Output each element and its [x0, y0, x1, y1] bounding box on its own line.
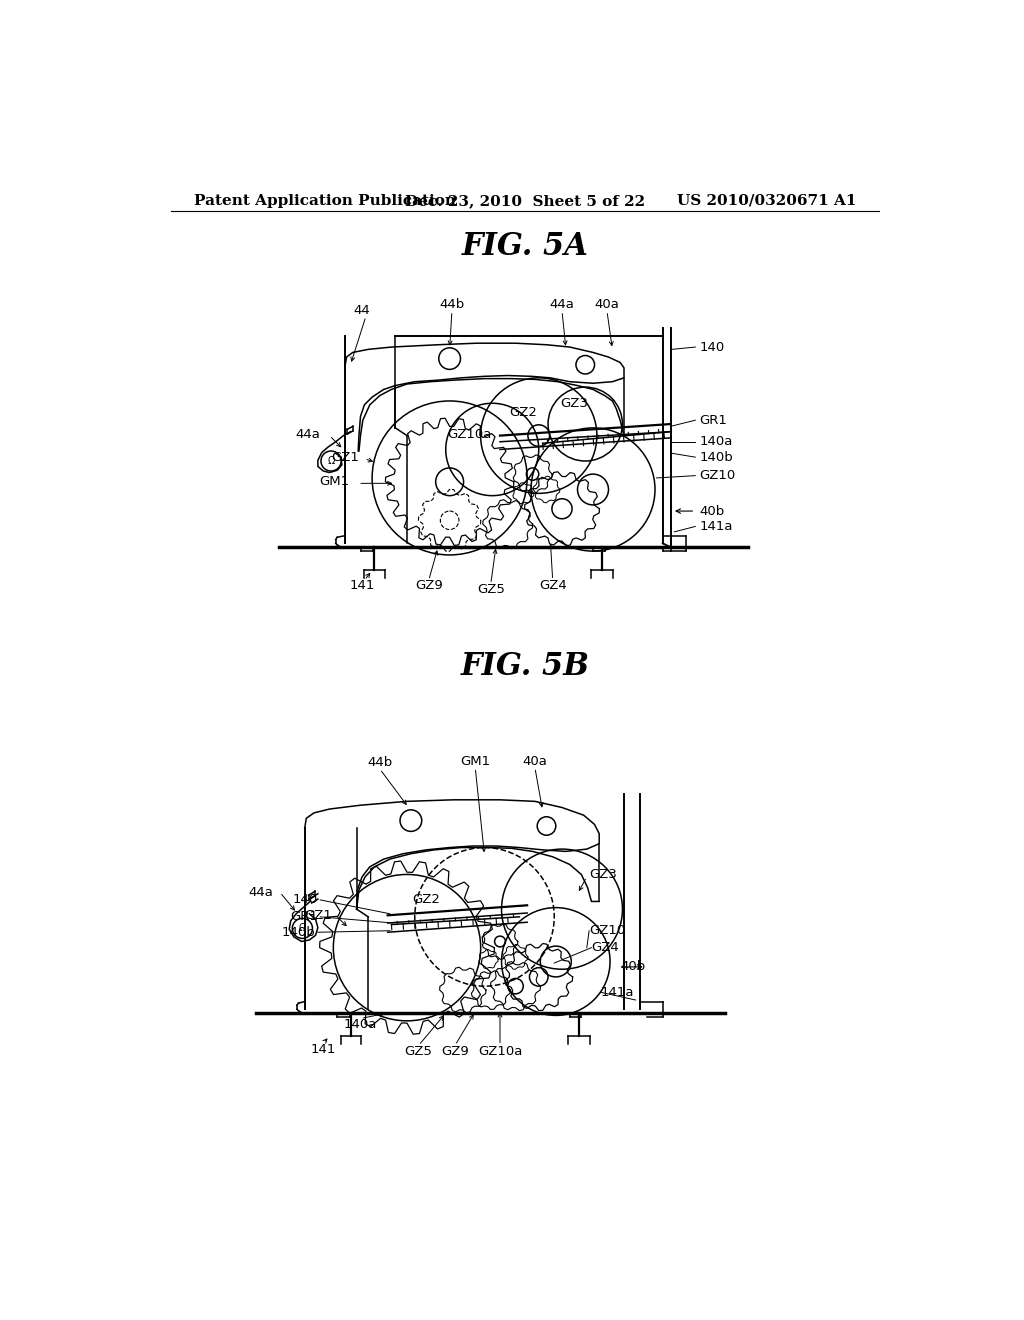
- Text: GM1: GM1: [318, 475, 349, 488]
- Text: 44b: 44b: [439, 298, 465, 312]
- Text: Dec. 23, 2010  Sheet 5 of 22: Dec. 23, 2010 Sheet 5 of 22: [404, 194, 645, 207]
- Text: Ω: Ω: [328, 455, 335, 466]
- Text: 44b: 44b: [368, 756, 392, 770]
- Text: GZ4: GZ4: [592, 941, 620, 954]
- Text: 44: 44: [353, 304, 371, 317]
- Text: GZ4: GZ4: [539, 579, 566, 593]
- Text: 44a: 44a: [249, 886, 273, 899]
- Text: 40b: 40b: [621, 961, 645, 973]
- Text: 140: 140: [293, 894, 317, 907]
- Text: GZ5: GZ5: [404, 1045, 432, 1059]
- Text: 44a: 44a: [550, 298, 574, 312]
- Text: GZ10a: GZ10a: [446, 428, 492, 441]
- Text: FIG. 5B: FIG. 5B: [461, 651, 589, 682]
- Text: Ω: Ω: [299, 924, 306, 933]
- Text: 140a: 140a: [699, 436, 732, 449]
- Text: Patent Application Publication: Patent Application Publication: [194, 194, 456, 207]
- Text: GZ2: GZ2: [509, 407, 538, 418]
- Text: GM1: GM1: [460, 755, 490, 768]
- Text: 141a: 141a: [699, 520, 733, 533]
- Text: 140a: 140a: [344, 1018, 377, 1031]
- Text: 44a: 44a: [295, 428, 321, 441]
- Text: GZ2: GZ2: [413, 894, 440, 907]
- Text: GZ10: GZ10: [699, 469, 735, 482]
- Text: GZ9: GZ9: [441, 1045, 469, 1059]
- Text: US 2010/0320671 A1: US 2010/0320671 A1: [677, 194, 856, 207]
- Text: GZ1: GZ1: [304, 908, 332, 921]
- Text: GZ10a: GZ10a: [478, 1045, 522, 1059]
- Text: FIG. 5A: FIG. 5A: [462, 231, 588, 263]
- Text: GZ1: GZ1: [331, 450, 359, 463]
- Text: GR1: GR1: [290, 911, 317, 924]
- Text: 140: 140: [699, 341, 724, 354]
- Text: 141a: 141a: [601, 986, 634, 999]
- Text: GZ3: GZ3: [560, 397, 589, 409]
- Text: 140b: 140b: [282, 925, 315, 939]
- Text: GZ5: GZ5: [477, 583, 505, 597]
- Text: 140b: 140b: [699, 450, 733, 463]
- Text: 40b: 40b: [699, 504, 724, 517]
- Text: GR1: GR1: [699, 413, 727, 426]
- Text: 141: 141: [349, 579, 375, 593]
- Text: 40a: 40a: [522, 755, 547, 768]
- Text: GZ9: GZ9: [415, 579, 442, 593]
- Text: 141: 141: [310, 1043, 336, 1056]
- Text: GZ3: GZ3: [589, 869, 617, 880]
- Text: GZ10: GZ10: [589, 924, 626, 937]
- Text: 40a: 40a: [595, 298, 620, 312]
